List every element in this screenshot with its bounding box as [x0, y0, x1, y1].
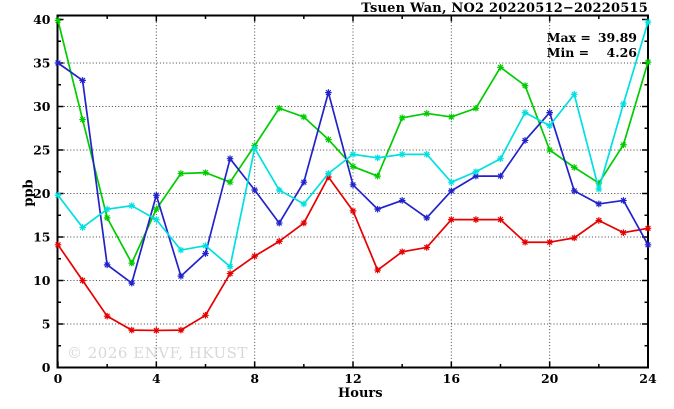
y-tick-label: 15 — [33, 230, 50, 245]
y-tick-label: 30 — [33, 99, 51, 114]
y-axis-title: ppb — [21, 179, 37, 207]
x-tick-label: 12 — [344, 371, 361, 386]
x-tick-label: 20 — [541, 371, 559, 386]
min-label: Min = — [546, 45, 590, 60]
max-label: Max = — [546, 30, 591, 45]
x-tick-label: 24 — [639, 371, 657, 386]
series-markers-cyan — [54, 18, 652, 270]
chart-title: Tsuen Wan, NO2 20220512−20220515 — [361, 1, 648, 16]
y-tick-label: 0 — [42, 360, 51, 375]
y-tick-label: 40 — [33, 12, 51, 27]
watermark: © 2026 ENVF, HKUST — [67, 344, 248, 362]
x-tick-label: 4 — [152, 371, 161, 386]
x-tick-label: 0 — [54, 371, 63, 386]
series-markers-red — [54, 173, 652, 334]
y-tick-label: 20 — [33, 186, 51, 201]
y-tick-label: 5 — [42, 317, 51, 332]
y-tick-label: 35 — [33, 56, 50, 71]
y-tick-label: 10 — [33, 273, 51, 288]
x-tick-label: 16 — [443, 371, 461, 386]
max-value: 39.89 — [597, 30, 637, 45]
x-tick-label: 8 — [250, 371, 259, 386]
x-axis-title: Hours — [338, 386, 383, 401]
stats-annotation: Max = 39.89 Min = 4.26 — [547, 31, 637, 60]
y-tick-label: 25 — [33, 143, 50, 158]
series-markers-blue — [54, 59, 652, 287]
min-value: 4.26 — [606, 45, 637, 60]
